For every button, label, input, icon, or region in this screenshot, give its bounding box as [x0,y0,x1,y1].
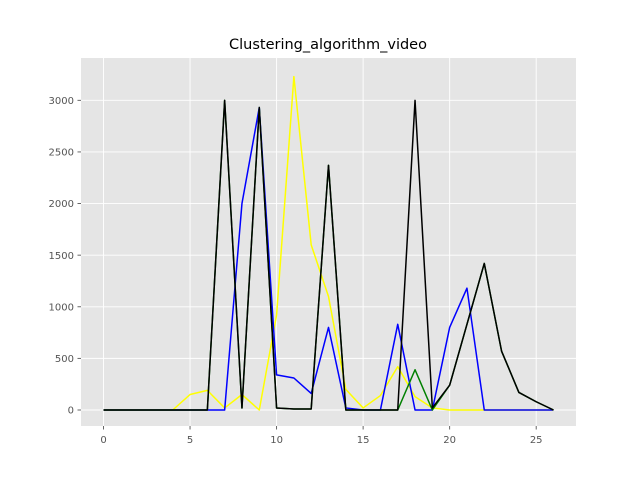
x-tick-label: 0 [100,435,106,446]
y-tick-label: 2500 [49,148,74,159]
series-line-4 [103,99,554,411]
x-tick-label: 20 [443,435,456,446]
y-tick-label: 0 [68,406,74,417]
x-tick-label: 25 [530,435,543,446]
grid-lines [81,58,576,426]
x-tick-label: 5 [187,435,193,446]
x-tick-label: 15 [357,435,370,446]
y-tick-label: 500 [55,354,74,365]
y-tick-label: 2000 [49,199,74,210]
y-tick-label: 1500 [49,251,74,262]
axis-ticks: 0 5 10 15 20 25 0 500 1000 1500 2000 2500 3000 [49,96,543,446]
series-line-1 [103,75,554,411]
series-lines [103,75,554,411]
chart-title: Clustering_algorithm_video [229,37,427,53]
y-tick-label: 3000 [49,96,74,107]
y-tick-label: 1000 [49,302,74,313]
plot-area [81,58,576,426]
x-tick-label: 10 [270,435,283,446]
